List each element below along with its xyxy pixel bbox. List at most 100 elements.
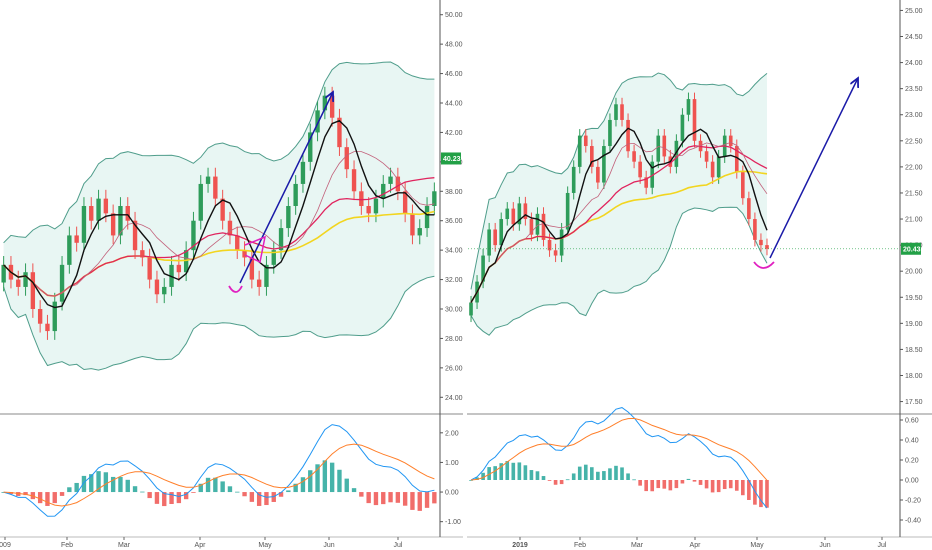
left-macd-histogram-bar (140, 491, 145, 493)
left-macd-histogram-bar (45, 492, 50, 506)
right-price-tick-label: 19.50 (905, 295, 923, 302)
left-candle-body (329, 95, 335, 118)
left-macd-histogram-bar (235, 491, 240, 493)
right-date-label: Mar (631, 542, 644, 549)
left-candle-body (300, 161, 306, 184)
right-macd-histogram-bar (590, 467, 594, 480)
right-macd-histogram-bar (662, 480, 667, 489)
left-candle-body (23, 272, 28, 287)
right-candle-body (481, 255, 485, 282)
left-date-label: Jun (323, 542, 334, 549)
right-candle-body (565, 192, 570, 230)
right-price-tick-label: 23.50 (905, 86, 923, 93)
left-macd-histogram-bar (132, 486, 138, 493)
right-ma-black-line (470, 127, 768, 303)
left-macd-histogram-bar (381, 492, 386, 505)
right-bollinger-lower (470, 206, 768, 336)
left-macd-histogram-bar (220, 481, 225, 493)
right-macd-histogram-bar (511, 462, 516, 480)
left-macd-line (3, 424, 435, 517)
right-candle-body (765, 245, 769, 249)
right-candle-body (747, 198, 751, 220)
right-macd-histogram-bar (710, 480, 715, 493)
left-macd-histogram-bar (89, 474, 94, 493)
right-macd-histogram-bar (734, 480, 739, 491)
right-macd-histogram-bar (753, 480, 757, 505)
left-macd-histogram-bar (388, 492, 393, 503)
left-candle-body (278, 228, 284, 251)
left-candle-body (89, 206, 94, 221)
left-candle-body (249, 257, 255, 280)
left-candle-body (388, 176, 393, 184)
left-macd-histogram-bar (125, 479, 130, 493)
right-macd-histogram-bar (674, 480, 679, 489)
right-candle-body (541, 213, 546, 240)
left-candle-body (256, 279, 262, 287)
left-price-tick-label: 50.00 (445, 12, 463, 19)
left-macd-histogram-bar (278, 492, 284, 497)
right-macd-histogram-bar (747, 480, 751, 500)
right-trend-arrow (769, 78, 858, 259)
right-price-tick-label: 24.50 (905, 34, 923, 41)
right-candle-body (680, 114, 685, 141)
left-macd-histogram-bar (176, 492, 182, 504)
left-macd-histogram-bar (16, 492, 21, 496)
left-date-label: Mar (118, 542, 131, 549)
right-macd-tick-label: -0.40 (905, 518, 921, 525)
left-candle-body (147, 257, 152, 280)
right-macd-histogram-bar (571, 473, 576, 480)
right-candle-body (644, 177, 648, 188)
right-price-tick-label: 21.00 (905, 217, 923, 224)
left-candle-body (366, 206, 371, 214)
left-candle-body (30, 272, 36, 309)
left-candle-body (198, 183, 203, 221)
right-price-tick-label: 22.50 (905, 138, 923, 145)
left-ma-black-line (3, 119, 435, 309)
left-candle-body (205, 176, 211, 184)
left-macd-histogram-bar (52, 492, 57, 504)
left-macd-histogram-bar (67, 487, 72, 493)
right-macd-histogram-bar (481, 472, 485, 480)
left-date-label: Jul (394, 542, 403, 549)
right-date-label: May (750, 542, 764, 549)
left-macd-histogram-bar (424, 492, 430, 508)
right-candle-body (602, 146, 606, 183)
right-macd-histogram-bar (559, 480, 564, 485)
right-macd-histogram-bar (692, 480, 697, 482)
right-candle-body (620, 104, 624, 120)
left-candle-body (402, 191, 408, 214)
left-macd-histogram-bar (432, 492, 437, 504)
right-candle-body (704, 151, 709, 162)
left-macd-histogram-bar (256, 492, 262, 506)
left-candle-body (417, 228, 422, 236)
left-candle-body (410, 213, 415, 236)
right-macd-histogram-bar (728, 480, 733, 489)
left-candle-body (74, 235, 79, 243)
left-candle-body (286, 206, 291, 229)
left-price-tick-label: 46.00 (445, 71, 463, 78)
right-candle-body (716, 156, 721, 178)
left-candle-body (351, 169, 357, 192)
left-macd-histogram-bar (59, 492, 65, 496)
right-date-label: Jul (878, 542, 887, 549)
right-candle-body (493, 229, 497, 246)
left-candle-body (1, 264, 6, 283)
right-macd-histogram-bar (650, 480, 655, 492)
left-macd-tick-label: 0.00 (445, 490, 459, 497)
left-macd-histogram-bar (183, 492, 189, 500)
right-candle-body (571, 166, 576, 193)
left-macd-histogram-bar (227, 486, 233, 493)
left-candle-body (359, 191, 364, 206)
left-candle-body (235, 235, 240, 251)
right-macd-histogram-bar (583, 464, 588, 480)
left-macd-histogram-bar (315, 464, 320, 493)
left-price-tick-label: 42.00 (445, 130, 463, 137)
right-candle-body (656, 135, 661, 162)
right-candle-body (553, 250, 558, 256)
right-price-tick-label: 17.50 (905, 399, 923, 406)
left-macd-histogram-bar (366, 492, 371, 504)
right-macd-tick-label: 0.20 (905, 458, 919, 465)
right-candle-body (499, 219, 504, 246)
right-macd-histogram-bar (523, 465, 528, 480)
left-macd-histogram-bar (359, 492, 364, 497)
